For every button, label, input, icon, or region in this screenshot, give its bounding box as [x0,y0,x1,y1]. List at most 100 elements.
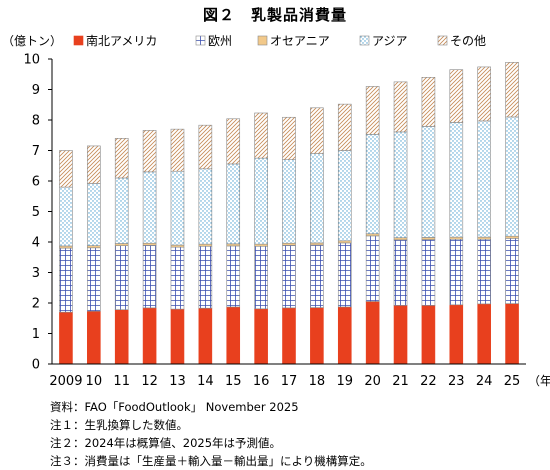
bar-segment [310,307,324,365]
bar-segment [365,134,380,235]
bar-segment [421,305,436,365]
x-tick-label: 14 [197,374,214,389]
x-tick-label: 25 [504,374,521,389]
y-tick-label: 7 [32,144,40,159]
bar-segment [198,243,213,247]
bar-segment [87,145,101,184]
bar-segment [282,307,296,365]
note-source: 資料：FAO「FoodOutlook」 November 2025 [50,400,299,414]
y-axis: 0 1 2 3 4 5 6 7 8 9 10 [23,53,53,373]
bar-segment [254,157,268,245]
bar-segment [337,103,352,151]
y-tick-label: 2 [32,297,40,312]
bar-segment [282,116,296,160]
bar-segment [449,238,464,306]
notes: 資料：FAO「FoodOutlook」 November 2025 注１：生乳換… [50,398,372,470]
bar-segment [393,305,408,365]
bar-segment [87,247,101,312]
chart-title: 図２ 乳製品消費量 [202,6,347,24]
legend-label: アジア [372,34,408,48]
bar-segment [170,246,185,310]
bar-segment [142,171,157,244]
bar-segment [114,243,129,246]
bar-segment [142,307,157,365]
bar-segment [114,177,129,244]
bar-segment [198,168,213,245]
bar-segment [365,301,380,365]
y-tick-label: 6 [32,175,40,190]
x-tick-label: 11 [113,374,130,389]
bar-segment [337,306,352,365]
legend-swatch [195,35,206,46]
bar-segment [505,303,519,365]
bar-segment [254,112,268,159]
y-tick-label: 5 [32,205,40,220]
bar-segment [449,236,464,240]
bar-segment [365,235,380,302]
y-tick-label: 3 [32,266,40,281]
legend-swatch [437,35,448,46]
x-tick-label: 2009 [49,374,82,389]
bar-segment [365,233,380,237]
y-tick-label: 4 [32,236,40,251]
bar-segment [114,309,129,365]
bar-segment [87,245,101,249]
legend-swatch [359,35,370,46]
x-tick-label: 13 [169,374,186,389]
bar-segment [87,183,101,246]
bar-segment [337,242,352,308]
bar-segment [449,122,464,238]
bar-segment [449,69,464,123]
bar-segment [226,163,241,245]
bar-segment [505,238,519,304]
bar-segment [421,239,436,306]
bar-segment [170,308,185,365]
bar-segment [393,239,408,306]
bar-segment [59,311,73,365]
bar-segment [310,107,324,154]
bar-segment [59,150,73,188]
bar-segment [365,86,380,135]
bar-segment [59,186,73,247]
bar-segment [114,245,129,311]
note-3: 注３：消費量は「生産量＋輸入量－輸出量」により機構算定。 [50,454,372,468]
legend-label: オセアニア [270,34,330,48]
bar-segment [310,242,324,246]
legend: 南北アメリカ 欧州 オセアニア アジア その他 [73,33,486,48]
y-tick-label: 8 [32,114,40,129]
bar-segment [477,236,491,240]
note-1: 注１：生乳換算した数値。 [50,418,188,432]
bar-segment [254,245,268,310]
bar-segment [198,307,213,365]
bar-segment [421,126,436,238]
bar-segment [142,242,157,246]
x-tick-label: 10 [86,374,103,389]
x-tick-label: 24 [476,374,493,389]
y-tick-label: 0 [32,358,40,373]
bar-segment [421,77,436,127]
bar-segment [505,62,519,118]
bar-segment [393,81,408,133]
bars [59,62,519,365]
x-tick-label: 22 [420,374,437,389]
x-tick-label: 23 [448,374,465,389]
bar-segment [59,247,73,313]
bar-segment [310,153,324,244]
legend-label: 南北アメリカ [86,33,157,48]
x-tick-label: 15 [225,374,242,389]
bar-segment [393,237,408,241]
note-2: 注２：2024年は概算値、2025年は予測値。 [50,436,282,450]
bar-segment [505,116,519,237]
x-axis: 2009 10 11 12 13 14 15 16 17 18 19 20 21 22 23 24 25 （年） [49,363,550,389]
x-axis-unit: （年） [528,374,550,388]
x-tick-label: 17 [281,374,298,389]
bar-segment [254,243,268,247]
bar-segment [282,245,296,309]
bar-segment [310,244,324,308]
bar-segment [393,131,408,239]
bar-segment [337,150,352,242]
bar-segment [337,240,352,244]
bar-segment [226,245,241,308]
x-tick-label: 21 [392,374,409,389]
